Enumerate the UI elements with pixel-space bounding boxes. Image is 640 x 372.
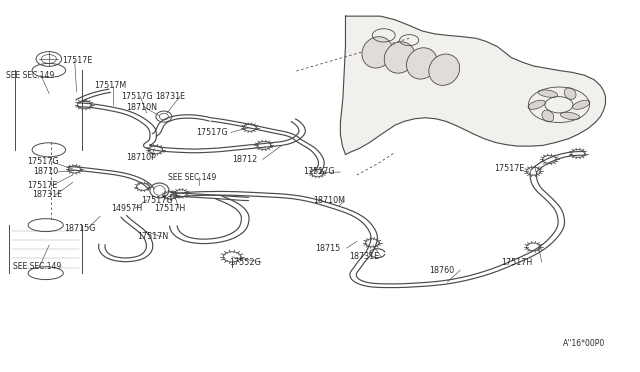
Text: 18710N: 18710N (126, 103, 157, 112)
Text: 18712: 18712 (232, 155, 257, 164)
Text: 18760: 18760 (429, 266, 455, 275)
Text: 18731E: 18731E (32, 190, 62, 199)
Ellipse shape (384, 42, 415, 73)
Text: 17517H: 17517H (501, 257, 532, 267)
Text: 18731E: 18731E (349, 252, 380, 262)
Text: 18715: 18715 (315, 244, 340, 253)
Text: 18710M: 18710M (314, 196, 346, 205)
Ellipse shape (573, 100, 590, 109)
Text: SEE SEC.149: SEE SEC.149 (168, 173, 216, 182)
Text: 18710: 18710 (33, 167, 58, 176)
Ellipse shape (429, 54, 460, 85)
Text: SEE SEC.149: SEE SEC.149 (6, 71, 55, 80)
Text: SEE SEC.149: SEE SEC.149 (13, 262, 61, 271)
Text: 17517E: 17517E (27, 182, 57, 190)
Text: 17517N: 17517N (137, 232, 168, 241)
Text: 17517H: 17517H (154, 203, 186, 213)
Polygon shape (340, 16, 605, 155)
Text: 17552G: 17552G (230, 257, 261, 267)
Text: 17517G: 17517G (303, 167, 335, 176)
Text: 17517G: 17517G (27, 157, 58, 166)
Text: A''16*00P0: A''16*00P0 (563, 339, 605, 348)
Ellipse shape (561, 112, 580, 120)
Ellipse shape (542, 110, 554, 122)
Text: 18731E: 18731E (156, 92, 186, 101)
Ellipse shape (406, 48, 437, 79)
Text: 17517M: 17517M (94, 81, 126, 90)
Ellipse shape (362, 37, 393, 68)
Text: 17517E: 17517E (495, 164, 525, 173)
Text: 17517E: 17517E (62, 56, 92, 65)
Ellipse shape (528, 100, 545, 109)
Text: 17517G: 17517G (196, 128, 227, 137)
Text: 17517G: 17517G (141, 196, 173, 205)
Text: 17517G: 17517G (121, 92, 153, 101)
Ellipse shape (538, 90, 557, 97)
Text: 18715G: 18715G (64, 224, 95, 232)
Text: 14957H: 14957H (111, 203, 142, 213)
Text: 18710P: 18710P (126, 153, 156, 162)
Ellipse shape (564, 88, 576, 99)
